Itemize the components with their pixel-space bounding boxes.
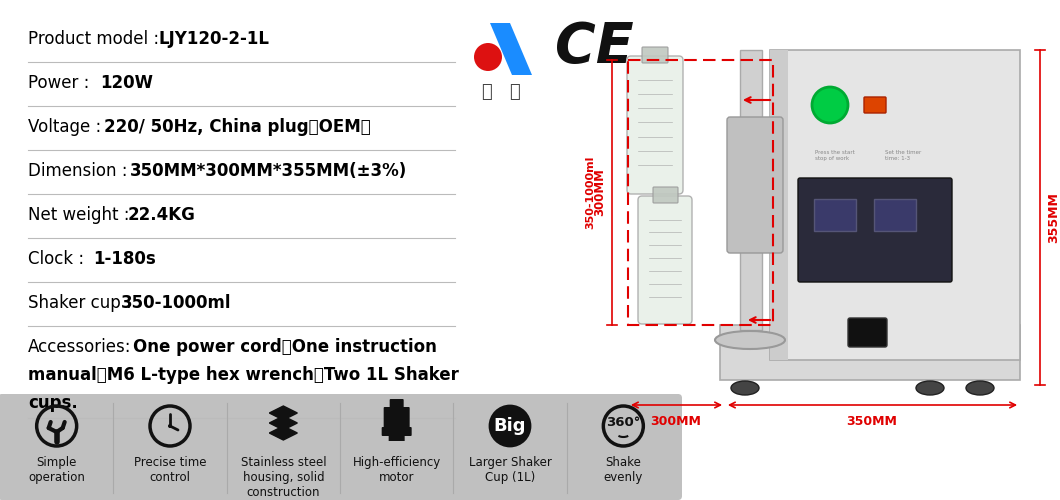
Text: Stainless steel
housing, solid
construction: Stainless steel housing, solid construct… xyxy=(241,456,326,499)
Text: 360°: 360° xyxy=(606,416,640,430)
Text: One power cord、One instruction: One power cord、One instruction xyxy=(132,338,437,356)
Text: 350MM: 350MM xyxy=(847,415,898,428)
Text: Voltage :: Voltage : xyxy=(28,118,102,136)
Text: cups.: cups. xyxy=(28,394,77,412)
FancyBboxPatch shape xyxy=(382,427,411,436)
Text: 220/ 50Hz, China plug（OEM）: 220/ 50Hz, China plug（OEM） xyxy=(104,118,371,136)
FancyBboxPatch shape xyxy=(770,50,1020,360)
FancyBboxPatch shape xyxy=(864,97,886,113)
Polygon shape xyxy=(490,23,532,75)
Text: 350-1000ml: 350-1000ml xyxy=(121,294,231,312)
Text: 350MM*300MM*355MM(±3%): 350MM*300MM*355MM(±3%) xyxy=(130,162,407,180)
FancyBboxPatch shape xyxy=(720,325,1020,380)
Text: High-efficiency
motor: High-efficiency motor xyxy=(353,456,441,484)
FancyBboxPatch shape xyxy=(389,435,405,441)
FancyBboxPatch shape xyxy=(874,199,916,231)
Polygon shape xyxy=(269,426,298,440)
Text: Dimension :: Dimension : xyxy=(28,162,127,180)
Circle shape xyxy=(490,406,530,446)
Text: CE: CE xyxy=(555,20,634,74)
Ellipse shape xyxy=(916,381,944,395)
FancyBboxPatch shape xyxy=(642,47,668,63)
Text: 乐   杰: 乐 杰 xyxy=(482,83,520,101)
Text: 22.4KG: 22.4KG xyxy=(128,206,196,224)
Text: Precise time
control: Precise time control xyxy=(134,456,207,484)
Text: Clock :: Clock : xyxy=(28,250,84,268)
Circle shape xyxy=(167,424,172,428)
FancyBboxPatch shape xyxy=(384,407,409,429)
Polygon shape xyxy=(269,406,298,420)
Text: Press the start
stop of work: Press the start stop of work xyxy=(815,150,854,161)
Bar xyxy=(628,60,773,325)
Text: Power :: Power : xyxy=(28,74,89,92)
FancyBboxPatch shape xyxy=(628,56,683,194)
FancyBboxPatch shape xyxy=(798,178,952,282)
Text: Larger Shaker
Cup (1L): Larger Shaker Cup (1L) xyxy=(469,456,551,484)
Text: 1-180s: 1-180s xyxy=(93,250,156,268)
Polygon shape xyxy=(269,416,298,430)
FancyBboxPatch shape xyxy=(740,50,762,330)
Text: 300MM: 300MM xyxy=(651,415,702,428)
Text: Net weight :: Net weight : xyxy=(28,206,129,224)
Ellipse shape xyxy=(966,381,994,395)
FancyBboxPatch shape xyxy=(638,196,692,324)
FancyBboxPatch shape xyxy=(390,399,404,411)
Ellipse shape xyxy=(731,381,759,395)
FancyBboxPatch shape xyxy=(0,394,682,500)
Text: 350-1000ml: 350-1000ml xyxy=(585,156,595,228)
Text: Big: Big xyxy=(494,417,526,435)
Ellipse shape xyxy=(716,331,785,349)
Text: 355MM: 355MM xyxy=(1047,192,1060,244)
FancyBboxPatch shape xyxy=(727,117,783,253)
FancyBboxPatch shape xyxy=(770,50,788,360)
FancyBboxPatch shape xyxy=(848,318,887,347)
Text: Accessories:: Accessories: xyxy=(28,338,131,356)
Text: 300MM: 300MM xyxy=(594,168,606,216)
Circle shape xyxy=(474,43,502,71)
Text: LJY120-2-1L: LJY120-2-1L xyxy=(158,30,269,48)
FancyBboxPatch shape xyxy=(653,187,678,203)
Circle shape xyxy=(812,87,848,123)
Text: Set the timer
time: 1-3: Set the timer time: 1-3 xyxy=(885,150,921,161)
Text: Shaker cup :: Shaker cup : xyxy=(28,294,131,312)
FancyBboxPatch shape xyxy=(814,199,856,231)
Text: manual、M6 L-type hex wrench、Two 1L Shaker: manual、M6 L-type hex wrench、Two 1L Shake… xyxy=(28,366,459,384)
Text: Simple
operation: Simple operation xyxy=(29,456,85,484)
Text: 120W: 120W xyxy=(100,74,153,92)
Text: Product model :: Product model : xyxy=(28,30,159,48)
Text: Shake
evenly: Shake evenly xyxy=(603,456,643,484)
